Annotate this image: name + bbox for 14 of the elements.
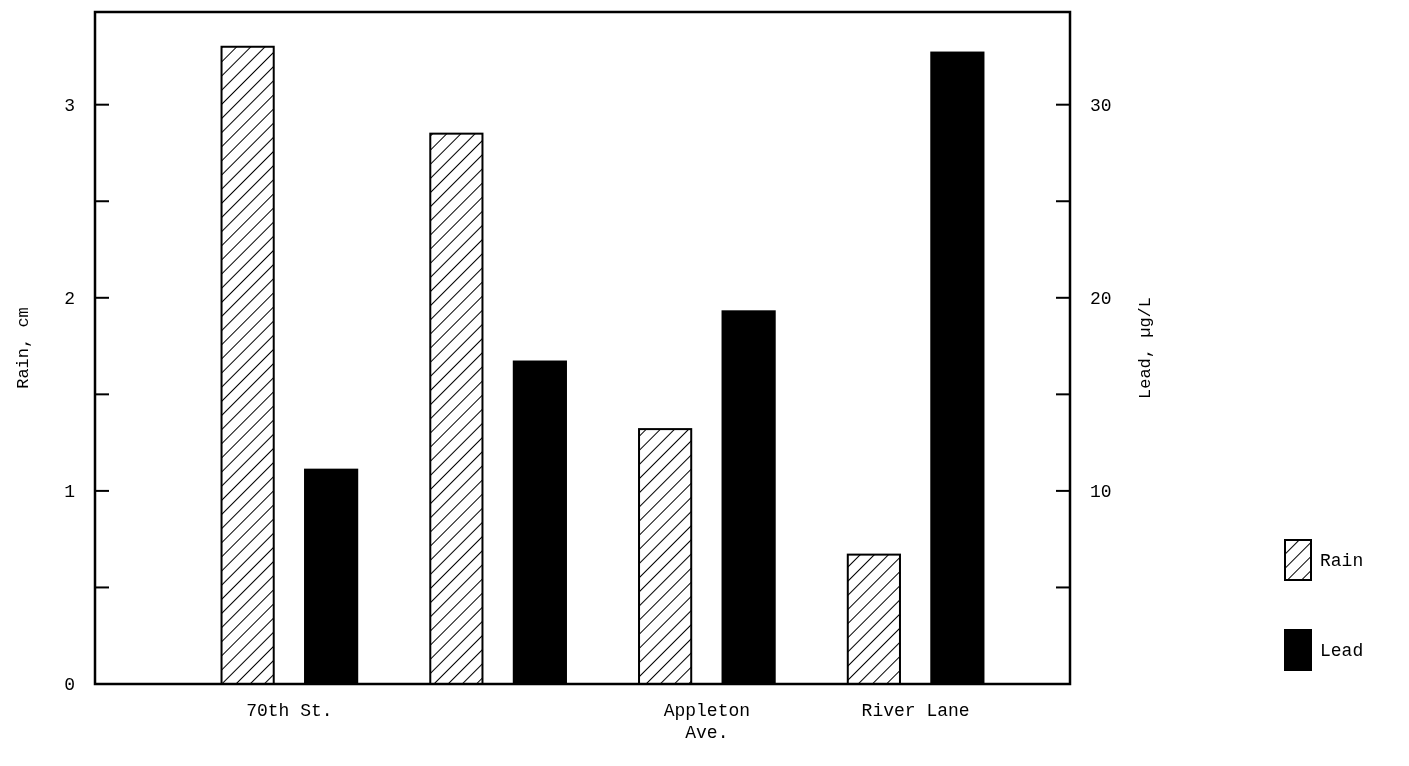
y2-tick-label: 10 [1090,482,1112,503]
y-tick-label: 0 [64,675,75,696]
y-tick-label: 1 [64,482,75,503]
y-tick-label: 3 [64,95,75,116]
y-tick-label: 2 [64,289,75,310]
x-tick-label: 70th St. [246,701,333,721]
y2-tick-label: 20 [1090,289,1112,310]
x-tick-label: River Lane [861,701,970,721]
legend-label: Rain [1320,551,1364,571]
legend-label: Lead [1320,641,1364,661]
y-axis-title: Rain, cm [14,307,33,389]
y2-axis-title: Lead, µg/L [1136,296,1155,400]
x-tick-label: Appleton Ave. [663,701,751,743]
y2-tick-label: 30 [1090,95,1112,116]
